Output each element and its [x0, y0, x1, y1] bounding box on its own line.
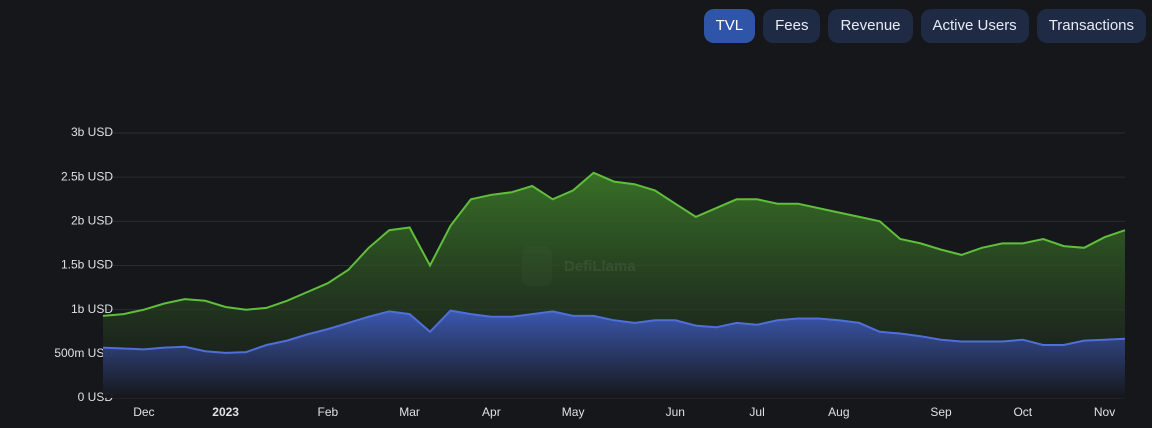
x-tick-label: Sep — [930, 405, 952, 419]
x-tick-label: Oct — [1013, 405, 1032, 419]
y-tick-label: 2.5b USD — [61, 169, 113, 183]
x-tick-label: Jun — [666, 405, 685, 419]
tab-button[interactable]: Revenue — [828, 9, 913, 43]
x-tick-label: Mar — [399, 405, 420, 419]
line — [102, 309, 1126, 354]
x-tick-label: Jul — [749, 405, 764, 419]
tab-button[interactable]: TVL — [703, 9, 756, 43]
x-tick-label: Dec — [133, 405, 154, 419]
line — [102, 171, 1126, 317]
x-tick-label: Feb — [317, 405, 338, 419]
x-tick-label: 2023 — [212, 405, 239, 419]
tab-button[interactable]: Transactions — [1036, 9, 1146, 43]
area — [103, 310, 1125, 398]
y-tick-label: 3b USD — [71, 125, 113, 139]
x-tick-label: Aug — [828, 405, 849, 419]
tab-button[interactable]: Fees — [763, 9, 821, 43]
y-tick-label: 1b USD — [71, 302, 113, 316]
x-tick-label: Apr — [482, 405, 501, 419]
tab-bar: TVL Fees Revenue Active Users Transactions — [703, 9, 1146, 43]
tab-button[interactable]: Active Users — [920, 9, 1029, 43]
x-tick-label: Nov — [1094, 405, 1115, 419]
x-tick-label: May — [562, 405, 585, 419]
y-tick-label: 1.5b USD — [61, 258, 113, 272]
y-tick-label: 2b USD — [71, 214, 113, 228]
y-tick-label: 500m USD — [54, 346, 113, 360]
